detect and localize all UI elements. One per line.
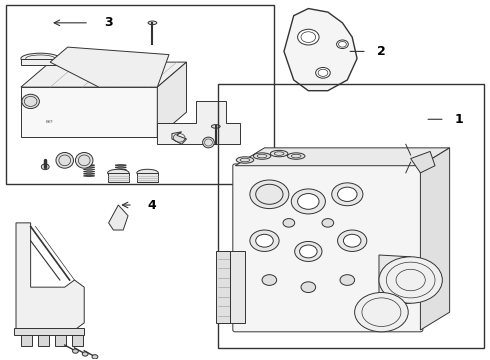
Polygon shape [284,9,357,91]
Bar [38,336,49,346]
Bar [216,251,230,323]
Circle shape [262,275,277,285]
Ellipse shape [253,153,271,159]
Circle shape [299,245,317,258]
Ellipse shape [22,94,39,109]
Ellipse shape [202,137,214,148]
Circle shape [283,219,294,227]
Circle shape [256,234,273,247]
Circle shape [250,180,289,208]
Ellipse shape [355,293,408,332]
Polygon shape [16,223,84,330]
Bar [21,336,31,346]
Polygon shape [379,255,411,305]
Circle shape [297,194,319,209]
Text: 3: 3 [104,16,112,29]
Circle shape [343,234,361,247]
Circle shape [92,355,98,359]
Circle shape [297,29,319,45]
Polygon shape [14,328,84,336]
Circle shape [250,230,279,251]
Circle shape [338,230,367,251]
Bar [21,87,157,137]
Ellipse shape [75,153,93,168]
FancyBboxPatch shape [233,164,423,332]
Ellipse shape [108,169,129,176]
Ellipse shape [236,157,254,163]
Circle shape [316,67,330,78]
Circle shape [291,189,325,214]
Ellipse shape [21,53,60,64]
Text: 2: 2 [376,45,385,58]
Circle shape [322,219,334,227]
Polygon shape [172,132,187,144]
Ellipse shape [148,21,157,24]
Ellipse shape [56,153,74,168]
Polygon shape [21,62,187,87]
Bar [55,336,66,346]
Bar [72,336,83,346]
Polygon shape [411,152,435,173]
Polygon shape [50,47,169,87]
Polygon shape [420,148,450,330]
Bar [108,173,129,182]
Ellipse shape [270,150,288,157]
Polygon shape [109,205,128,230]
Ellipse shape [288,153,305,159]
Circle shape [41,164,49,170]
Circle shape [294,242,322,261]
Bar [218,84,484,348]
Ellipse shape [137,169,158,176]
Circle shape [301,282,316,293]
Bar [137,173,158,182]
Ellipse shape [379,257,442,303]
Circle shape [256,184,283,204]
Text: 1: 1 [455,113,463,126]
Circle shape [337,40,348,49]
Polygon shape [230,251,245,323]
Bar [6,5,274,184]
Polygon shape [235,148,450,166]
Text: 4: 4 [147,198,156,212]
Polygon shape [157,102,240,144]
Text: BKF: BKF [45,120,53,124]
Circle shape [340,275,355,285]
Circle shape [82,352,88,356]
Circle shape [332,183,363,206]
Polygon shape [157,62,187,137]
Circle shape [338,187,357,202]
Circle shape [73,349,78,353]
Bar [21,59,60,65]
Ellipse shape [211,125,220,128]
